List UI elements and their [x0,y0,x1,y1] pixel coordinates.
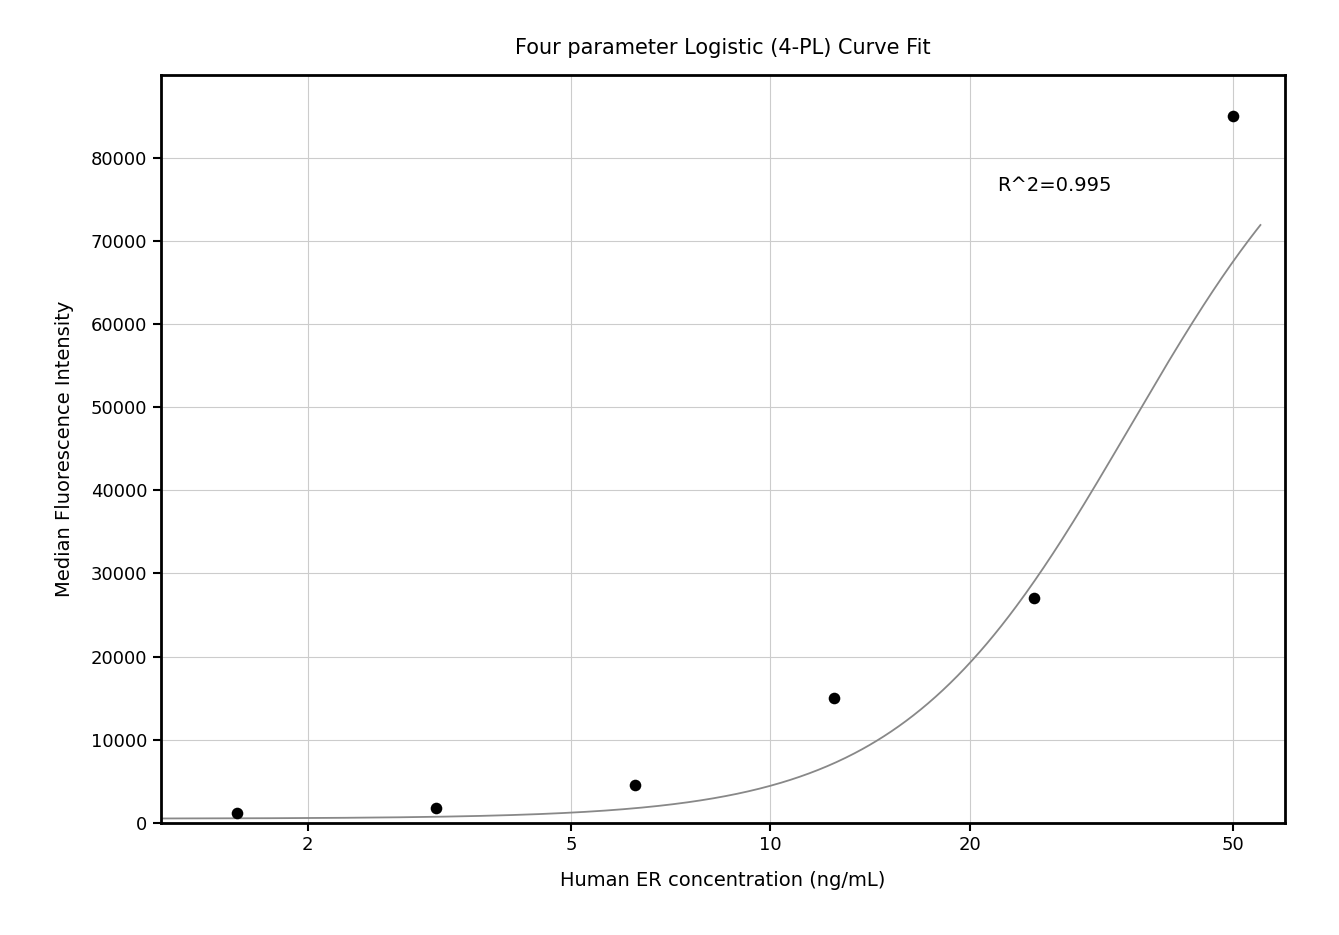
Point [823,691,845,706]
Point [426,800,447,815]
Title: Four parameter Logistic (4-PL) Curve Fit: Four parameter Logistic (4-PL) Curve Fit [516,38,931,58]
X-axis label: Human ER concentration (ng/mL): Human ER concentration (ng/mL) [561,870,885,890]
Point [624,778,645,793]
Point [1023,591,1044,606]
Point [1223,108,1244,123]
Point [226,805,248,820]
Text: R^2=0.995: R^2=0.995 [998,176,1111,195]
Y-axis label: Median Fluorescence Intensity: Median Fluorescence Intensity [55,301,75,597]
